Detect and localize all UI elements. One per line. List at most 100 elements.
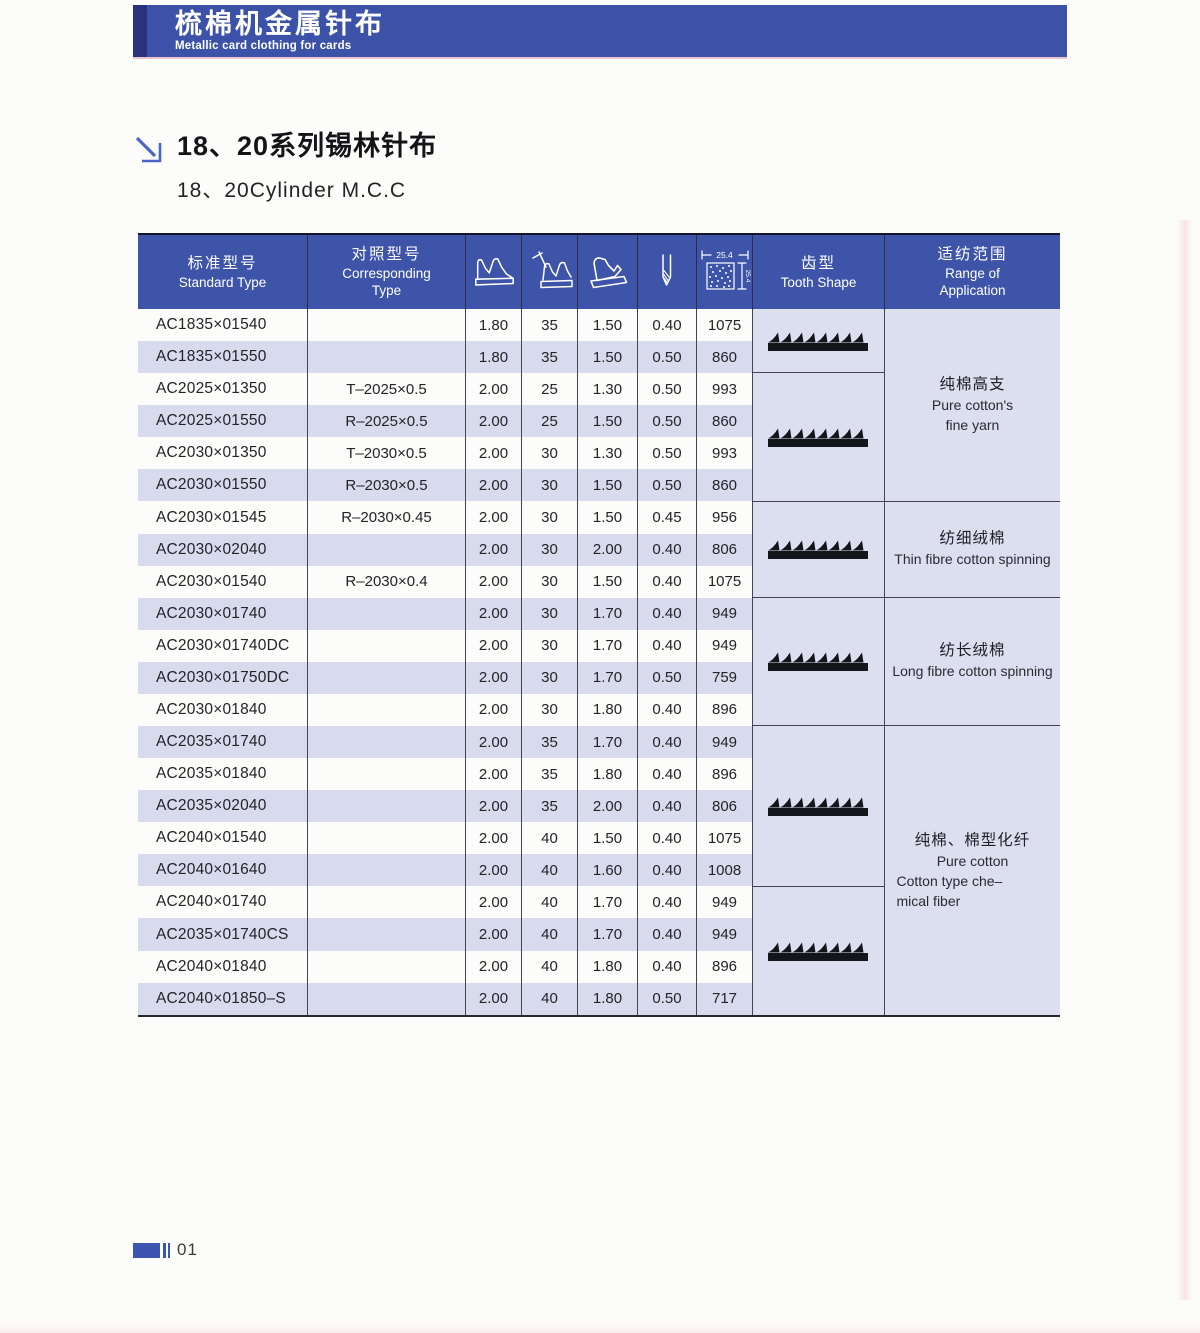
section-title-zh: 18、20系列锡林针布 [177,131,438,161]
standard-type-cell: AC1835×01550 [138,341,308,374]
rib-width-cell: 0.40 [638,309,697,342]
table-row: AC2030×01840 2.00 30 1.80 0.40 896 [138,693,753,727]
point-density-cell: 993 [697,437,753,470]
working-angle-cell: 40 [522,918,578,951]
tooth-pitch-cell: 2.00 [578,790,638,823]
page-footer: 01 [133,1240,198,1260]
total-height-cell: 2.00 [466,822,522,855]
standard-type-cell: AC2035×02040 [138,790,308,823]
application-text-en: Thin fibre cotton spinning [894,551,1051,568]
tooth-pitch-cell: 1.30 [578,437,638,470]
working-angle-cell: 35 [522,309,578,342]
point-density-cell: 949 [697,597,753,630]
working-angle-cell: 30 [522,469,578,502]
application-text-zh: 纯棉、棉型化纤 [914,831,1031,849]
header-rib-width [638,235,697,309]
application-cell: 纺长绒棉 Long fibre cotton spinning [885,597,1060,727]
tooth-shape-cell [753,373,885,502]
standard-type-cell: AC2030×01350 [138,437,308,470]
total-height-cell: 2.00 [466,405,522,438]
point-density-cell: 949 [697,918,753,951]
tooth-shape-cell [753,726,885,887]
tooth-pitch-cell: 1.50 [578,565,638,598]
working-angle-cell: 30 [522,565,578,598]
application-text-en: fine yarn [945,416,1000,433]
corresponding-type-cell [308,629,466,662]
point-density-cell: 949 [697,726,753,759]
standard-type-cell: AC2030×02040 [138,533,308,566]
application-column: 纯棉高支 Pure cotton's fine yarn 纺细绒棉 Thin fibre… [885,309,1060,1015]
working-angle-cell: 35 [522,726,578,759]
rib-width-cell: 0.40 [638,758,697,791]
working-angle-cell: 35 [522,758,578,791]
standard-type-cell: AC2040×01850–S [138,982,308,1015]
table-row: AC2030×01350 T–2030×0.5 2.00 30 1.30 0.50 993 [138,437,753,470]
total-height-cell: 2.00 [466,982,522,1015]
point-density-cell: 1075 [697,309,753,342]
standard-type-cell: AC2025×01350 [138,373,308,406]
application-cell: 纯棉、棉型化纤 Pure cotton Cotton type che– mical … [885,726,1060,1015]
corresponding-type-cell [308,341,466,374]
rib-width-cell: 0.45 [638,501,697,534]
total-height-cell: 2.00 [466,726,522,759]
section-header: 18、20系列锡林针布 18、20Cylinder M.C.C [133,130,437,204]
point-density-cell: 806 [697,533,753,566]
standard-type-cell: AC2030×01750DC [138,661,308,694]
application-text-en: Long fibre cotton spinning [892,663,1053,680]
tooth-shape-cell [753,309,885,374]
point-density-cell: 949 [697,629,753,662]
tooth-pitch-cell: 1.80 [578,693,638,727]
tooth-shape-column [753,309,885,1015]
page-number: 01 [177,1240,198,1259]
table-row: AC1835×01550 1.80 35 1.50 0.50 860 [138,341,753,374]
diagonal-arrow-icon [135,136,162,163]
header-standard-type: 标准型号 Standard Type [138,235,308,309]
tooth-pitch-cell: 2.00 [578,533,638,566]
application-cell: 纯棉高支 Pure cotton's fine yarn [885,309,1060,502]
footer-accent-bar [168,1242,170,1258]
tooth-pitch-cell: 1.70 [578,597,638,630]
tooth-shape-image [767,540,868,560]
total-height-cell: 2.00 [466,918,522,951]
banner-text: 梳棉机金属针布 Metallic card clothing for cards [147,5,385,57]
standard-type-cell: AC1835×01540 [138,309,308,342]
footer-accent-rect [133,1242,160,1258]
tooth-pitch-cell: 1.70 [578,661,638,694]
total-height-cell: 2.00 [466,629,522,662]
table-row: AC2030×01550 R–2030×0.5 2.00 30 1.50 0.50 860 [138,469,753,502]
point-density-cell: 1008 [697,854,753,887]
tooth-pitch-cell: 1.80 [578,950,638,983]
point-density-cell: 956 [697,501,753,534]
working-angle-cell: 30 [522,661,578,694]
standard-type-cell: AC2040×01640 [138,854,308,887]
header-total-height [466,235,522,309]
working-angle-cell: 35 [522,341,578,374]
tooth-pitch-cell: 1.70 [578,629,638,662]
page-edge-shadow [0,1323,1200,1333]
page-edge-shadow [1178,220,1192,1300]
header-tooth-pitch [578,235,638,309]
table-row: AC2035×01840 2.00 35 1.80 0.40 896 [138,758,753,791]
tooth-pitch-cell: 1.80 [578,758,638,791]
application-text-zh: 纺细绒棉 [939,530,1006,548]
application-text-block: Cotton type che– mical fiber [897,871,1049,911]
total-height-cell: 2.00 [466,373,522,406]
corresponding-type-cell: R–2030×0.4 [308,565,466,598]
tooth-pitch-cell: 1.50 [578,405,638,438]
table-row: AC2030×01750DC 2.00 30 1.70 0.50 759 [138,661,753,694]
page-banner: 梳棉机金属针布 Metallic card clothing for cards [133,5,1067,59]
working-angle-icon [531,251,573,289]
point-density-icon: 25.4 25.4 [700,250,751,290]
total-height-cell: 2.00 [466,758,522,791]
point-density-cell: 896 [697,950,753,983]
rib-width-cell: 0.50 [638,341,697,374]
header-working-angle [522,235,578,309]
tooth-shape-image [767,428,868,447]
point-density-cell: 1075 [697,565,753,598]
rib-width-cell: 0.40 [638,597,697,630]
total-height-cell: 2.00 [466,661,522,694]
point-density-cell: 717 [697,982,753,1015]
svg-text:25.4: 25.4 [716,250,733,260]
table-row: AC2025×01550 R–2025×0.5 2.00 25 1.50 0.50 860 [138,405,753,438]
tooth-pitch-cell: 1.70 [578,918,638,951]
